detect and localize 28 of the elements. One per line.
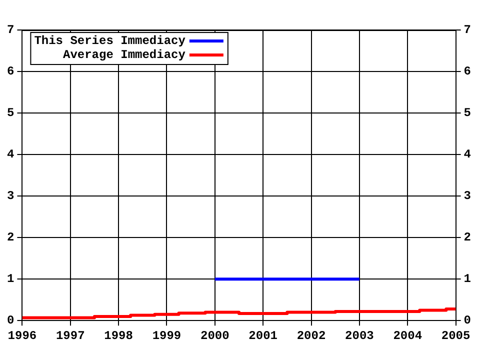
x-tick-label: 2001 — [248, 328, 278, 343]
y-tick-label: 3 — [7, 189, 14, 204]
y2-tick-label: 2 — [464, 230, 471, 245]
x-tick-label: 1997 — [56, 328, 85, 343]
y2-tick-label: 6 — [464, 64, 471, 79]
x-tick-label: 2003 — [345, 328, 374, 343]
y2-tick-label: 7 — [464, 23, 471, 38]
y-tick-label: 7 — [7, 23, 14, 38]
x-tick-label: 1998 — [104, 328, 133, 343]
x-tick-label: 2002 — [296, 328, 326, 343]
y-tick-label: 4 — [7, 148, 14, 162]
y-tick-label: 0 — [7, 314, 14, 328]
y2-tick-label: 0 — [464, 314, 471, 328]
y-tick-label: 6 — [7, 64, 14, 79]
y-tick-label: 2 — [7, 230, 14, 245]
x-tick-label: 2000 — [200, 328, 230, 343]
legend-label: This Series Immediacy — [34, 34, 186, 48]
y2-tick-label: 3 — [464, 189, 471, 204]
y-tick-label: 1 — [7, 272, 14, 286]
x-tick-label: 1996 — [8, 328, 37, 343]
y2-tick-label: 4 — [464, 148, 471, 162]
y2-tick-label: 1 — [464, 272, 471, 286]
x-tick-label: 2004 — [393, 328, 422, 343]
y-tick-label: 5 — [7, 106, 14, 120]
x-tick-label: 1999 — [152, 328, 182, 343]
y2-tick-label: 5 — [464, 106, 471, 120]
legend-label: Average Immediacy — [63, 48, 186, 62]
x-tick-label: 2005 — [441, 328, 470, 343]
